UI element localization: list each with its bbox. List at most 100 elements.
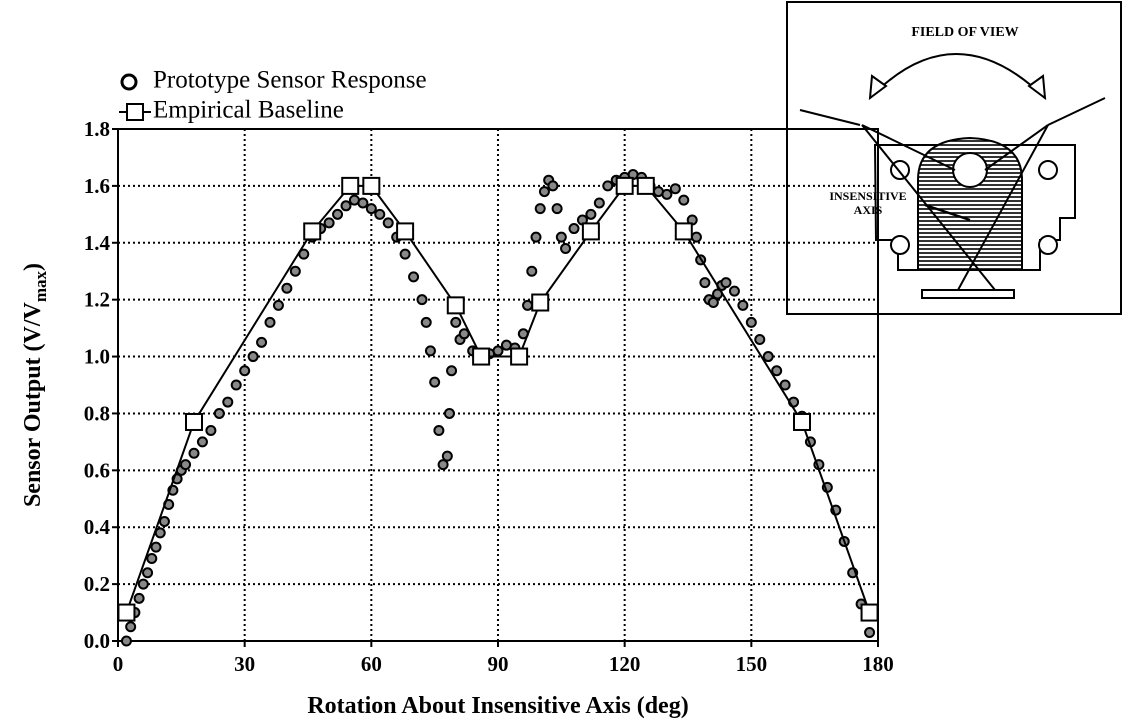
x-tick-label: 30 [234, 652, 255, 676]
inset-diagram: FIELD OF VIEW INSENSITIVE AXIS [786, 1, 1122, 315]
circle-marker [137, 578, 149, 590]
circle-marker [133, 592, 145, 604]
circle-marker [247, 351, 259, 363]
circle-marker [864, 626, 876, 638]
hole [890, 235, 910, 255]
circle-marker [720, 277, 732, 289]
circle-marker [213, 407, 225, 419]
square-marker [362, 176, 381, 195]
circle-marker [526, 265, 538, 277]
circle-marker [332, 208, 344, 220]
square-marker [472, 347, 491, 366]
circle-marker [678, 194, 690, 206]
y-axis-label-text: Sensor Output (V/V [20, 301, 46, 507]
legend-marker [120, 73, 138, 91]
circle-marker [551, 203, 563, 215]
x-tick-label: 90 [488, 652, 509, 676]
square-marker [510, 347, 529, 366]
circle-marker [707, 297, 719, 309]
circle-marker [669, 183, 681, 195]
circle-marker [150, 541, 162, 553]
x-tick-label: 180 [862, 652, 894, 676]
circle-marker [222, 396, 234, 408]
x-tick-label: 60 [361, 652, 382, 676]
circle-marker [446, 365, 458, 377]
circle-marker [585, 208, 597, 220]
circle-marker [146, 553, 158, 565]
y-tick-label: 1.0 [84, 345, 110, 369]
legend-label: Empirical Baseline [153, 97, 344, 124]
inset-label: INSENSITIVE [829, 189, 906, 203]
circle-marker [745, 316, 757, 328]
circle-marker [437, 459, 449, 471]
square-marker [615, 176, 634, 195]
square-marker [531, 293, 550, 312]
fov-arc [869, 53, 1046, 99]
baseline-line [125, 184, 871, 613]
y-tick-label: 0.8 [84, 401, 110, 425]
x-tick-label: 150 [736, 652, 768, 676]
circle-marker [230, 379, 242, 391]
circle-marker [699, 277, 711, 289]
circle-marker [365, 203, 377, 215]
square-marker [674, 222, 693, 241]
hole [1038, 235, 1058, 255]
circle-marker [522, 299, 534, 311]
circle-marker [239, 365, 251, 377]
circle-marker [534, 203, 546, 215]
y-tick-label: 0.2 [84, 572, 110, 596]
square-marker [636, 176, 655, 195]
circle-marker [737, 299, 749, 311]
circle-marker [205, 425, 217, 437]
square-marker [185, 412, 203, 431]
circle-marker [158, 516, 170, 528]
circle-marker [154, 527, 166, 539]
circle-marker [340, 200, 352, 212]
y-tick-label: 0.0 [84, 629, 110, 653]
square-marker [303, 222, 322, 241]
y-axis-label-sub: max [31, 270, 50, 302]
y-tick-label: 1.8 [84, 117, 110, 141]
y-tick-label: 1.4 [84, 231, 111, 255]
circle-marker [323, 217, 335, 229]
circle-marker [420, 316, 432, 328]
circle-marker [450, 316, 462, 328]
y-axis-label: Sensor Output (V/Vmax) [20, 263, 50, 507]
y-axis-label-end: ) [20, 263, 46, 271]
circle-marker [762, 351, 774, 363]
circle-marker [433, 425, 445, 437]
circle-marker [530, 231, 542, 243]
axis-arrow [924, 203, 971, 222]
circle-marker [728, 285, 740, 297]
circle-marker [492, 345, 504, 357]
circle-marker [555, 231, 567, 243]
circle-marker [399, 248, 411, 260]
circle-marker [374, 208, 386, 220]
legend-label: Prototype Sensor Response [153, 67, 427, 94]
circle-marker [568, 223, 580, 235]
circle-marker [690, 231, 702, 243]
circle-marker [264, 316, 276, 328]
x-tick-label: 120 [609, 652, 641, 676]
circle-marker [779, 379, 791, 391]
circle-marker [357, 197, 369, 209]
square-marker [793, 412, 811, 431]
circle-marker [125, 621, 137, 633]
circle-marker [272, 299, 284, 311]
square-marker [341, 176, 360, 195]
lens [952, 152, 988, 188]
fov-edge [1047, 97, 1106, 126]
circle-marker [593, 197, 605, 209]
circle-marker [560, 242, 572, 254]
square-marker [581, 222, 600, 241]
circle-marker [424, 345, 436, 357]
circle-marker [188, 447, 200, 459]
circle-marker [661, 188, 673, 200]
circle-marker [443, 407, 455, 419]
circle-marker [180, 459, 192, 471]
inset-title: FIELD OF VIEW [911, 25, 1018, 40]
fov-arrows [868, 74, 1047, 101]
x-tick-label: 0 [113, 652, 124, 676]
circle-marker [429, 376, 441, 388]
